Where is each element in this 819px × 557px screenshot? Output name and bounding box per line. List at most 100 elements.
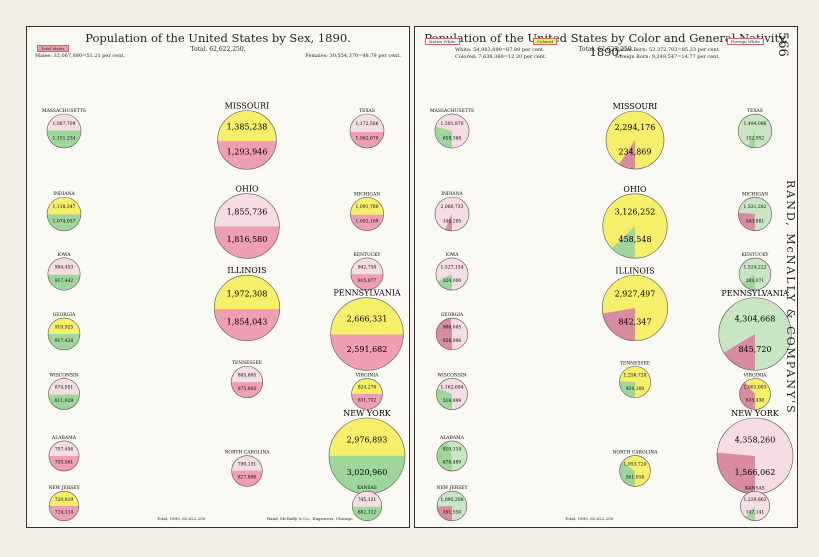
- value-label: 658,368: [443, 136, 462, 142]
- left-footer: Total, 1890, 62,622,250: [157, 516, 206, 521]
- slice-other: [445, 214, 452, 232]
- pie-outline: [739, 378, 771, 410]
- left-plate-total: Total. 62,622,250.: [190, 46, 246, 53]
- slice-top: [350, 197, 384, 215]
- state-pie-missouri: MISSOURI 2,294,176 234,869: [605, 102, 665, 170]
- slice-bottom: [350, 214, 384, 231]
- left-key-males: Total Males: [37, 45, 69, 52]
- value-label: 1,053,720: [624, 462, 647, 468]
- slice-other: [619, 381, 635, 398]
- slice-other: [619, 140, 635, 169]
- value-label: 1,566,062: [735, 468, 776, 477]
- slice-other: [437, 506, 452, 521]
- state-pie-new-jersey: NEW JERSEY 1,095,208 351,550: [436, 485, 469, 522]
- state-pie-illinois: ILLINOIS 1,972,308 1,854,043: [213, 266, 281, 342]
- value-label: 351,550: [443, 509, 462, 515]
- right-plate-title: Population of the United States by Color…: [424, 31, 788, 59]
- pie-outline: [48, 490, 80, 522]
- pie-outline: [436, 490, 468, 522]
- value-label: 2,666,331: [347, 314, 388, 323]
- slice-other: [723, 334, 755, 371]
- value-label: 745,121: [358, 497, 377, 503]
- publisher-name: RAND, McNALLY & COMPANY'S: [784, 180, 797, 415]
- state-name-label: MISSOURI: [613, 102, 658, 111]
- pie-outline: [619, 455, 651, 487]
- value-label: 3,020,960: [347, 468, 388, 477]
- state-name-label: NEW JERSEY: [48, 485, 80, 491]
- slice-bottom: [47, 214, 81, 231]
- state-pie-wisconsin: WISCONSIN 1,162,694 518,899: [436, 372, 468, 410]
- state-name-label: NORTH CAROLINA: [224, 450, 270, 456]
- slice-other: [745, 506, 755, 521]
- right-plate-total: Total. 62,622,250.: [578, 46, 634, 53]
- value-label: 635,438: [746, 398, 765, 404]
- value-label: 1,531,282: [744, 204, 767, 210]
- pie-outline: [434, 113, 470, 149]
- state-pie-texas: TEXAS 1,494,086 152,952: [737, 108, 773, 149]
- state-pie-tennessee: TENNESSEE 885,695 875,803: [230, 360, 264, 399]
- value-label: 942,758: [358, 264, 377, 270]
- state-pie-indiana: INDIANA 2,066,733 146,205: [434, 191, 470, 232]
- state-name-label: IOWA: [445, 252, 459, 258]
- state-pie-pennsylvania: PENNSYLVANIA 2,666,331 2,591,682: [330, 289, 404, 371]
- slice-bottom: [352, 506, 382, 521]
- value-label: 682,112: [358, 509, 377, 515]
- pie-outline: [48, 440, 80, 472]
- slice-native-white: [434, 196, 470, 232]
- state-pie-virginia: VIRGINIA 1,001,003 635,438: [739, 373, 771, 410]
- state-name-label: MICHIGAN: [742, 191, 768, 197]
- value-label: 790,131: [238, 462, 257, 468]
- right-pie-chart: MASSACHUSETTS 1,581,870 658,368 MISSOURI 2,2…: [430, 102, 794, 522]
- slice-other: [739, 382, 755, 410]
- state-pie-illinois: ILLINOIS 2,927,497 842,347: [601, 266, 669, 342]
- pie-outline: [738, 257, 772, 291]
- value-label: 915,877: [358, 278, 377, 284]
- value-label: 755,561: [55, 460, 74, 466]
- state-name-label: ALABAMA: [439, 435, 465, 441]
- pie-outline: [351, 378, 383, 410]
- value-label: 268,071: [746, 278, 765, 284]
- state-pie-kansas: KANSAS 1,229,863 147,141: [740, 485, 770, 521]
- value-label: 906,085: [443, 324, 462, 330]
- pie-outline: [435, 257, 469, 291]
- state-name-label: ILLINOIS: [615, 266, 654, 275]
- state-pie-kentucky: KENTUCKY 942,758 915,877: [350, 252, 384, 291]
- state-name-label: PENNSYLVANIA: [333, 289, 401, 298]
- value-label: 434,300: [626, 386, 645, 392]
- slice-bottom: [350, 274, 384, 291]
- value-label: 858,996: [443, 338, 462, 344]
- value-label: 824,278: [358, 385, 377, 391]
- state-pie-iowa: IOWA 994,453 917,442: [47, 252, 81, 291]
- value-label: 1,854,043: [227, 317, 268, 326]
- slice-top: [351, 378, 383, 394]
- slice-top: [48, 440, 80, 457]
- value-label: 1,494,086: [744, 121, 767, 127]
- state-name-label: OHIO: [235, 185, 259, 194]
- state-name-label: WISCONSIN: [437, 372, 466, 378]
- state-pie-ohio: OHIO 1,855,736 1,816,580: [214, 185, 280, 259]
- state-pie-alabama: ALABAMA 819,114 678,489: [436, 435, 468, 472]
- slice-top: [350, 257, 384, 275]
- value-label: 1,816,580: [227, 235, 268, 244]
- slice-top: [352, 491, 382, 507]
- value-label: 1,118,347: [53, 204, 76, 210]
- state-name-label: OHIO: [623, 185, 647, 194]
- pie-outline: [230, 365, 264, 399]
- slice-bottom: [47, 130, 81, 148]
- state-pie-georgia: GEORGIA 906,085 858,996: [435, 312, 469, 351]
- value-label: 842,347: [618, 317, 651, 326]
- state-name-label: INDIANA: [53, 191, 75, 197]
- slice-other: [602, 308, 635, 341]
- value-label: 1,256,728: [624, 373, 647, 379]
- state-pie-tennessee: TENNESSEE 1,256,728 434,300: [619, 360, 651, 398]
- state-pie-ohio: OHIO 3,126,252 458,548: [602, 185, 668, 259]
- value-label: 827,806: [238, 475, 257, 481]
- slice-bottom: [350, 131, 384, 148]
- state-name-label: NEW JERSEY: [436, 485, 468, 491]
- state-name-label: KENTUCKY: [741, 252, 769, 258]
- value-label: 885,695: [238, 372, 257, 378]
- slice-other: [437, 274, 452, 291]
- state-pie-iowa: IOWA 1,527,154 324,000: [435, 252, 469, 291]
- value-label: 324,000: [443, 278, 462, 284]
- state-pie-north-carolina: NORTH CAROLINA 1,053,720 561,018: [612, 450, 658, 487]
